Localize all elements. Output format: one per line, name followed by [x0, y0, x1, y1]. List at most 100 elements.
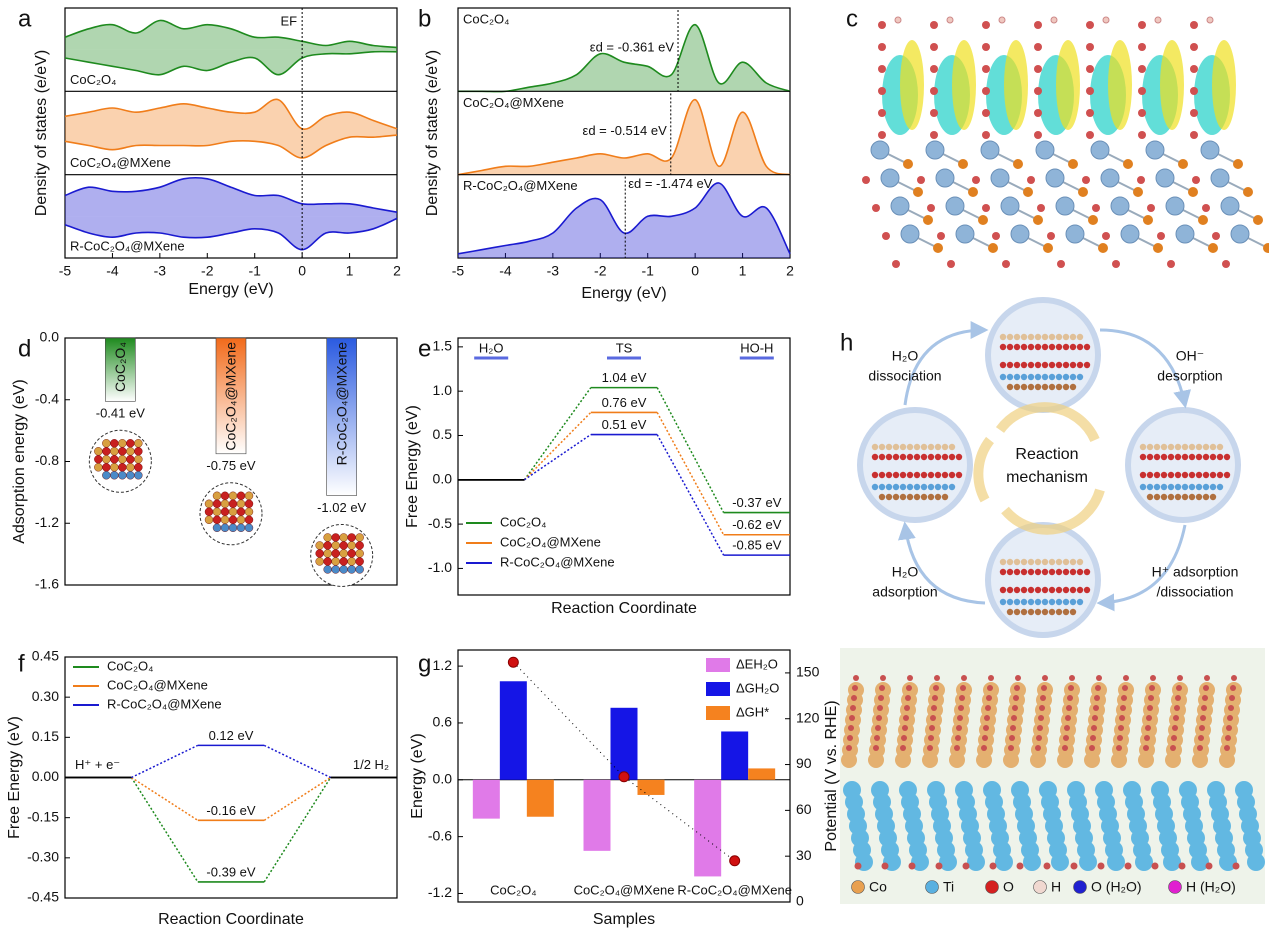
bar	[472, 779, 500, 819]
y-tick-label: -0.30	[27, 849, 59, 865]
atom	[899, 443, 907, 451]
series-label: CoC₂O₄	[70, 72, 116, 87]
atom	[862, 176, 870, 184]
atom	[236, 491, 246, 500]
y-tick-label: 0.00	[32, 768, 59, 784]
atom	[988, 675, 994, 681]
y-tick-label: -1.0	[428, 559, 452, 575]
x-tick-label: CoC₂O₄@MXene	[574, 882, 675, 897]
legend-swatch	[706, 706, 730, 720]
connector	[523, 433, 592, 481]
legend-atom	[925, 880, 939, 894]
x-axis-title: Samples	[593, 911, 655, 928]
plot-frame	[457, 7, 791, 259]
atom	[955, 453, 963, 461]
atom	[347, 549, 356, 558]
atom	[1048, 373, 1056, 381]
atom	[1027, 586, 1035, 594]
atom	[1153, 471, 1161, 479]
dos-curve	[64, 134, 398, 159]
atom	[999, 598, 1007, 606]
atom	[1055, 608, 1063, 616]
atom	[899, 471, 907, 479]
atom	[982, 87, 990, 95]
atom	[1090, 140, 1110, 160]
atom	[1200, 140, 1220, 160]
x-tick-label: 2	[786, 263, 794, 279]
atom	[126, 439, 135, 448]
atom	[1181, 453, 1189, 461]
atom	[228, 523, 238, 532]
atom	[1034, 608, 1042, 616]
atom	[913, 471, 921, 479]
atom	[355, 541, 364, 550]
legend-label: O (H₂O)	[1091, 879, 1142, 895]
atom	[244, 507, 254, 516]
y2-tick-label: 150	[796, 664, 820, 680]
value-label: -0.41 eV	[96, 406, 145, 421]
atom	[878, 443, 886, 451]
value-label: -0.39 eV	[206, 864, 255, 879]
atom	[999, 343, 1007, 351]
atom	[1041, 568, 1049, 576]
atom	[1198, 735, 1204, 741]
atom	[853, 675, 859, 681]
atom	[331, 541, 340, 550]
atom	[892, 260, 900, 268]
atom	[848, 725, 854, 731]
model-image: Co Ti O H O (H₂O) H (H₂O)	[840, 648, 1265, 904]
atom	[1167, 260, 1175, 268]
x-tick-label: -2	[594, 263, 607, 279]
atom	[927, 453, 935, 461]
atom	[1048, 608, 1056, 616]
atom	[1188, 493, 1196, 501]
area-fill	[458, 24, 790, 92]
atom	[1119, 715, 1125, 721]
atom	[94, 463, 103, 472]
atom	[939, 853, 957, 871]
atom	[941, 483, 949, 491]
atom	[1233, 159, 1243, 169]
atom	[1226, 725, 1232, 731]
atom	[899, 493, 907, 501]
y-tick-label: -0.6	[428, 827, 452, 843]
value-label: -1.02 eV	[317, 500, 366, 515]
atom	[228, 491, 238, 500]
atom	[906, 493, 914, 501]
atom	[1146, 483, 1154, 491]
area-fill	[65, 133, 397, 158]
atom	[110, 463, 119, 472]
atom	[1209, 443, 1217, 451]
legend-label: CoC₂O₄@MXene	[500, 534, 601, 549]
atom	[1224, 745, 1230, 751]
dos-curve	[64, 217, 398, 251]
atom	[1188, 471, 1196, 479]
atom	[1013, 333, 1021, 341]
atom	[1138, 21, 1146, 29]
atom	[1090, 735, 1096, 741]
d-band-label: εd = -0.514 eV	[583, 123, 668, 138]
atom	[134, 439, 143, 448]
y2-tick-label: 60	[796, 801, 812, 817]
atom	[1039, 705, 1045, 711]
atom	[998, 16, 1006, 24]
step-label: dissociation	[868, 368, 941, 384]
atom	[999, 361, 1007, 369]
atom	[1243, 187, 1253, 197]
atom	[118, 447, 127, 456]
atom	[323, 541, 332, 550]
atom	[1006, 361, 1014, 369]
atom	[895, 752, 911, 768]
atom	[1055, 343, 1063, 351]
atom	[1013, 695, 1019, 701]
category-label: 1/2 H₂	[353, 757, 389, 772]
atom	[1190, 87, 1198, 95]
atom	[1167, 443, 1175, 451]
atom	[1037, 204, 1045, 212]
legend-label: CoC₂O₄	[500, 514, 546, 529]
atom	[920, 483, 928, 491]
atom	[1153, 483, 1161, 491]
legend-label: ΔGH₂O	[736, 680, 779, 695]
bar	[637, 779, 665, 795]
atom	[1146, 471, 1154, 479]
